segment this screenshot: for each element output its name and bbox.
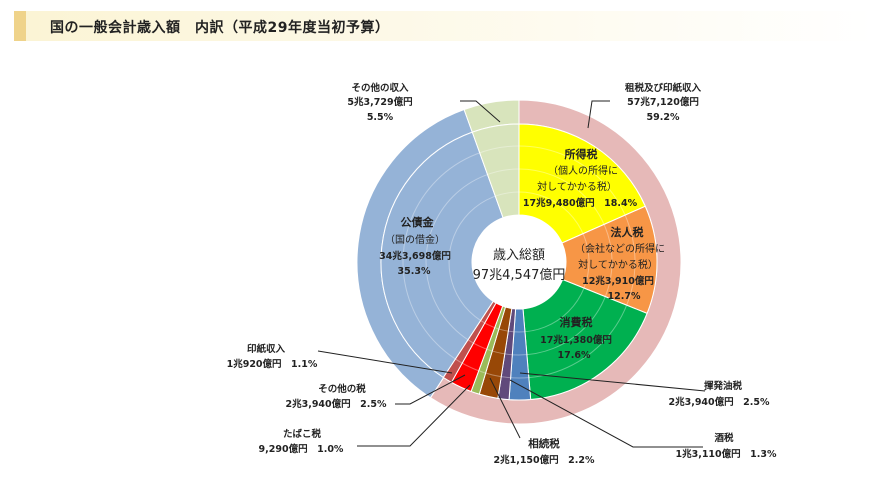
label-shotokuzei-note2: 対してかかる税）: [537, 180, 617, 193]
leader-sozokuzei: [489, 377, 521, 439]
inner-ring: [380, 123, 658, 401]
label-hojinzei-name: 法人税: [611, 225, 644, 239]
label-shotokuzei-note1: （個人の所得に: [548, 164, 618, 177]
leader-tabakozei: [357, 384, 471, 447]
leader-shuzei: [509, 379, 703, 448]
label-shotokuzei-value: 17兆9,480億円 18.4%: [523, 197, 638, 209]
label-sonota-shunyu-amount: 5兆3,729億円: [347, 96, 412, 108]
label-sozei-name: 租税及び印紙収入: [625, 82, 702, 94]
leader-sonota-zei: [395, 374, 466, 405]
guide-ring-1: [425, 168, 613, 356]
leader-sonota-shunyu: [460, 100, 501, 123]
label-kihatsuyuzei-value: 2兆3,940億円 2.5%: [668, 396, 769, 408]
center-hole: [472, 215, 566, 309]
leader-lines: [317, 100, 706, 448]
leader-kihatsuyuzei: [519, 372, 706, 392]
label-hojinzei-note1: （会社などの所得に: [575, 242, 665, 255]
label-shohizei-name: 消費税: [560, 315, 593, 329]
label-shotokuzei-name: 所得税: [565, 147, 598, 161]
label-shohizei-percent: 17.6%: [558, 350, 591, 361]
label-shuzei-name: 酒税: [714, 432, 734, 444]
label-sonota-zei-value: 2兆3,940億円 2.5%: [285, 398, 386, 410]
label-sonota-shunyu-percent: 5.5%: [367, 112, 394, 123]
center-label-line2: 97兆4,547億円: [473, 267, 566, 283]
label-inshi-name: 印紙収入: [247, 343, 286, 355]
label-sozei-amount: 57兆7,120億円: [627, 96, 699, 108]
header-accent-bar: [14, 11, 26, 41]
label-tabakozei-value: 9,290億円 1.0%: [259, 443, 344, 455]
label-inshi-value: 1兆920億円 1.1%: [227, 358, 318, 370]
label-kosaikin-amount: 34兆3,698億円: [379, 250, 451, 262]
label-sonota-zei-name: その他の税: [318, 383, 366, 395]
label-shuzei-value: 1兆3,110億円 1.3%: [675, 448, 776, 460]
label-shohizei-amount: 17兆1,380億円: [540, 334, 612, 346]
guide-ring-2: [402, 145, 636, 379]
leader-inshi: [317, 350, 453, 374]
page-header: 国の一般会計歳入額 内訳（平成29年度当初予算）: [14, 11, 874, 41]
label-hojinzei-percent: 12.7%: [608, 291, 641, 302]
label-sonota-shunyu-name: その他の収入: [351, 82, 409, 94]
label-kosaikin-note: （国の借金）: [385, 233, 445, 246]
label-sozei-percent: 59.2%: [647, 112, 680, 123]
label-hojinzei-amount: 12兆3,910億円: [582, 275, 654, 287]
label-hojinzei-note2: 対してかかる税）: [578, 258, 658, 271]
guide-ring-0: [448, 191, 590, 333]
label-sozokuzei-value: 2兆1,150億円 2.2%: [493, 454, 594, 466]
label-sozokuzei-name: 相続税: [528, 437, 560, 450]
center-label-line1: 歳入総額: [493, 248, 545, 263]
page-title: 国の一般会計歳入額 内訳（平成29年度当初予算）: [50, 20, 390, 36]
label-kihatsuyuzei-name: 揮発油税: [704, 380, 743, 392]
label-kosaikin-percent: 35.3%: [398, 266, 431, 277]
chart-labels: その他の収入 5兆3,729億円 5.5% 租税及び印紙収入 57兆7,120億円 59.…: [227, 82, 777, 466]
leader-sozei: [587, 100, 610, 129]
label-kosaikin-name: 公債金: [401, 215, 435, 229]
label-tabakozei-name: たばこ税: [283, 428, 322, 440]
